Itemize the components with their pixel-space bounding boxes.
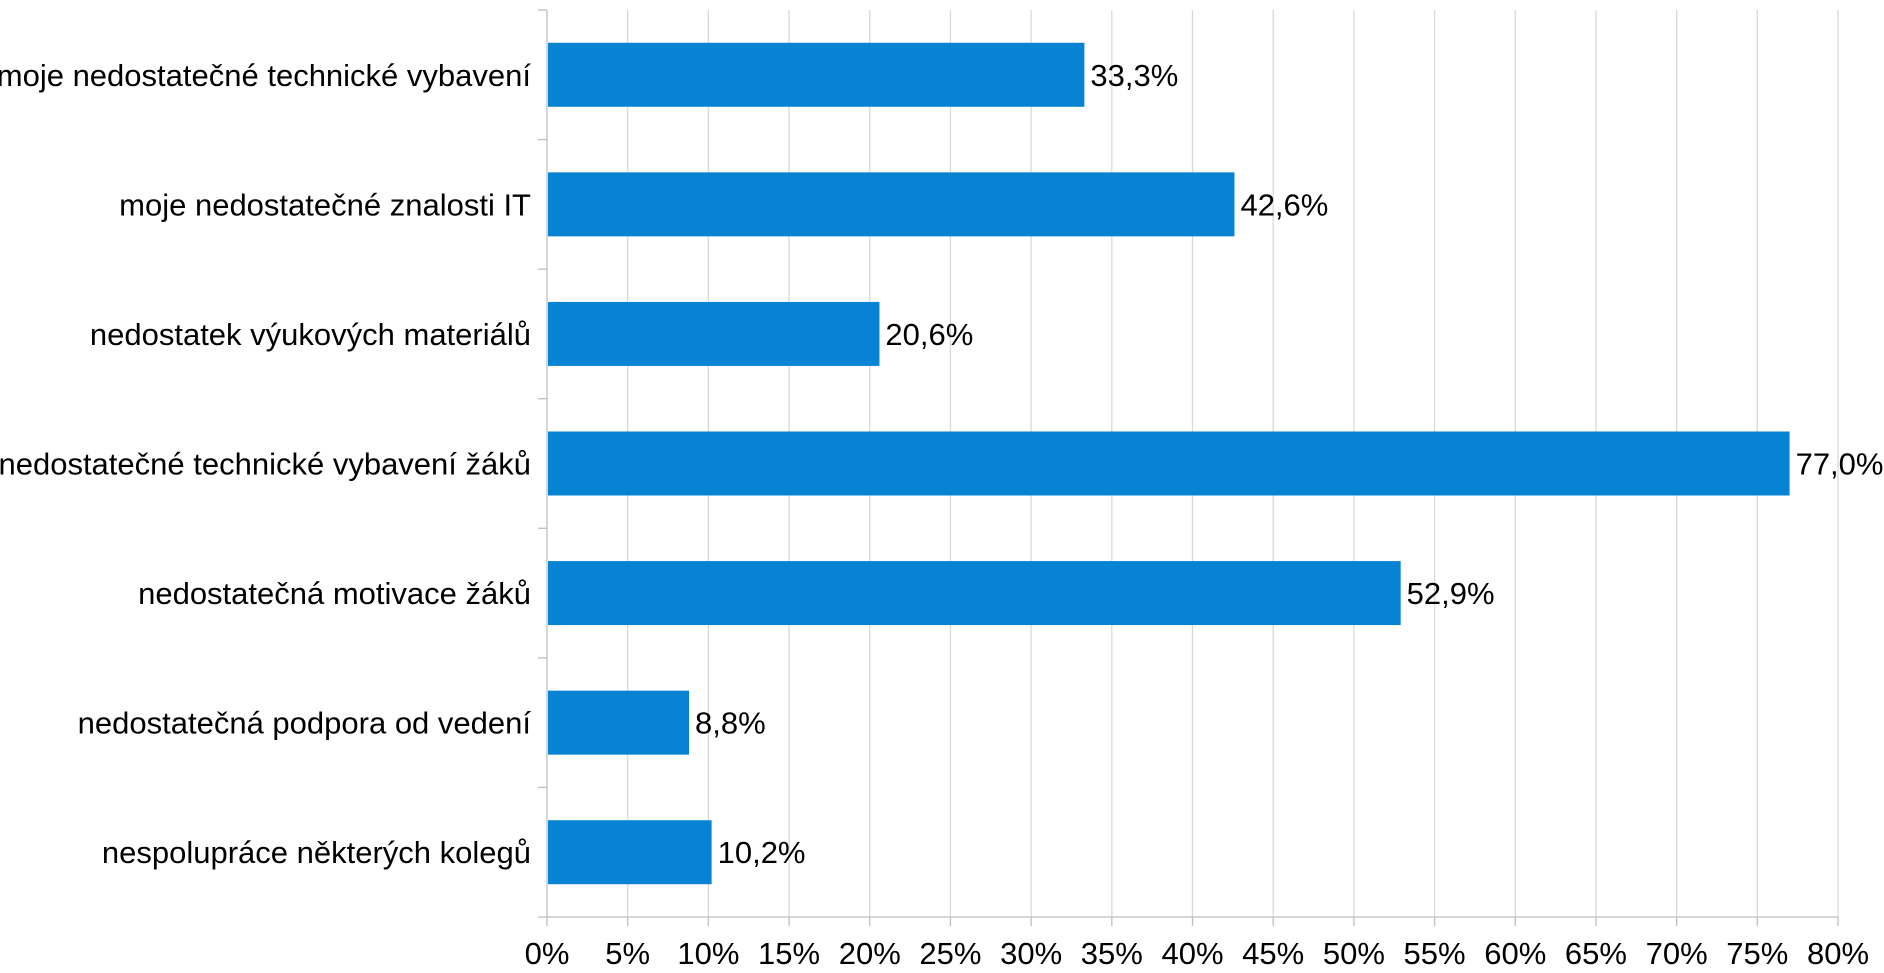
category-label: moje nedostatečné technické vybavení (0, 58, 531, 93)
x-tick-label: 15% (758, 936, 820, 971)
x-tick-label: 0% (525, 936, 570, 971)
category-label: nedostatek výukových materiálů (90, 317, 531, 352)
axis-layer (538, 9, 1839, 926)
bar (548, 42, 1085, 107)
data-label: 10,2% (718, 835, 806, 870)
category-label: nespolupráce některých kolegů (102, 835, 531, 870)
x-tick-label: 55% (1404, 936, 1466, 971)
x-tick-label: 60% (1484, 936, 1546, 971)
x-tick-label: 50% (1323, 936, 1385, 971)
bar (548, 690, 690, 755)
x-tick-label: 25% (919, 936, 981, 971)
bar (548, 301, 880, 366)
x-tick-label: 20% (839, 936, 901, 971)
bar (548, 431, 1790, 496)
x-tick-label: 5% (605, 936, 650, 971)
bar (548, 820, 712, 885)
label-layer: 0% 5% 10% 15% 20% 25% 30% 35% 40% 45% 50% 55% 60% 65%… (0, 58, 1883, 971)
x-tick-label: 30% (1000, 936, 1062, 971)
category-label: nedostatečná motivace žáků (138, 576, 531, 611)
x-tick-label: 70% (1646, 936, 1708, 971)
x-tick-label: 40% (1161, 936, 1223, 971)
category-label: moje nedostatečné znalosti IT (119, 187, 531, 222)
data-label: 8,8% (695, 706, 766, 741)
x-tick-label: 35% (1081, 936, 1143, 971)
bar (548, 561, 1401, 626)
data-label: 20,6% (885, 317, 973, 352)
data-label: 33,3% (1090, 58, 1178, 93)
x-tick-label: 10% (677, 936, 739, 971)
bar-layer (548, 42, 1790, 885)
bar (548, 172, 1235, 237)
category-label: nedostatečná podpora od vedení (78, 706, 532, 741)
data-label: 42,6% (1240, 187, 1328, 222)
x-tick-label: 45% (1242, 936, 1304, 971)
x-tick-label: 80% (1807, 936, 1869, 971)
data-label: 52,9% (1407, 576, 1495, 611)
x-tick-label: 75% (1726, 936, 1788, 971)
x-tick-label: 65% (1565, 936, 1627, 971)
category-label: nedostatečné technické vybavení žáků (0, 447, 531, 482)
data-label: 77,0% (1796, 447, 1884, 482)
